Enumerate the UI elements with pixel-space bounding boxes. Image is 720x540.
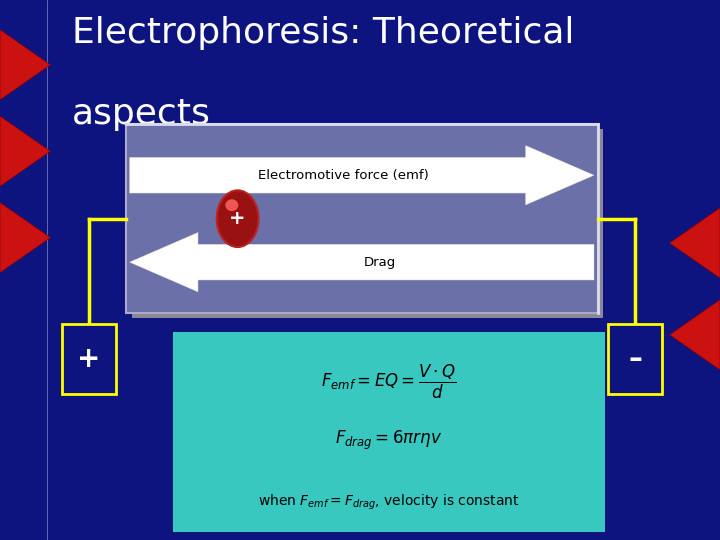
Polygon shape (670, 300, 720, 370)
Text: $F_{emf} = EQ = \dfrac{V \cdot Q}{d}$: $F_{emf} = EQ = \dfrac{V \cdot Q}{d}$ (321, 363, 456, 401)
FancyBboxPatch shape (126, 124, 598, 313)
FancyBboxPatch shape (61, 324, 115, 394)
Ellipse shape (217, 190, 258, 247)
Text: $F_{drag} = 6\pi r\eta v$: $F_{drag} = 6\pi r\eta v$ (336, 428, 442, 451)
Text: –: – (628, 345, 642, 373)
Text: when $F_{emf} = F_{drag}$, velocity is constant: when $F_{emf} = F_{drag}$, velocity is c… (258, 492, 520, 511)
Text: +: + (230, 209, 246, 228)
FancyBboxPatch shape (132, 129, 603, 318)
FancyBboxPatch shape (608, 324, 662, 394)
Polygon shape (130, 145, 594, 205)
Text: aspects: aspects (72, 97, 211, 131)
Polygon shape (0, 202, 50, 273)
Text: Electromotive force (emf): Electromotive force (emf) (258, 168, 429, 182)
Polygon shape (670, 208, 720, 278)
Text: +: + (77, 345, 100, 373)
FancyBboxPatch shape (173, 332, 605, 532)
Text: Electrophoresis: Theoretical: Electrophoresis: Theoretical (72, 16, 575, 50)
Text: Drag: Drag (364, 255, 396, 269)
Polygon shape (0, 30, 50, 100)
Ellipse shape (225, 199, 238, 211)
Polygon shape (0, 116, 50, 186)
Polygon shape (130, 232, 594, 292)
